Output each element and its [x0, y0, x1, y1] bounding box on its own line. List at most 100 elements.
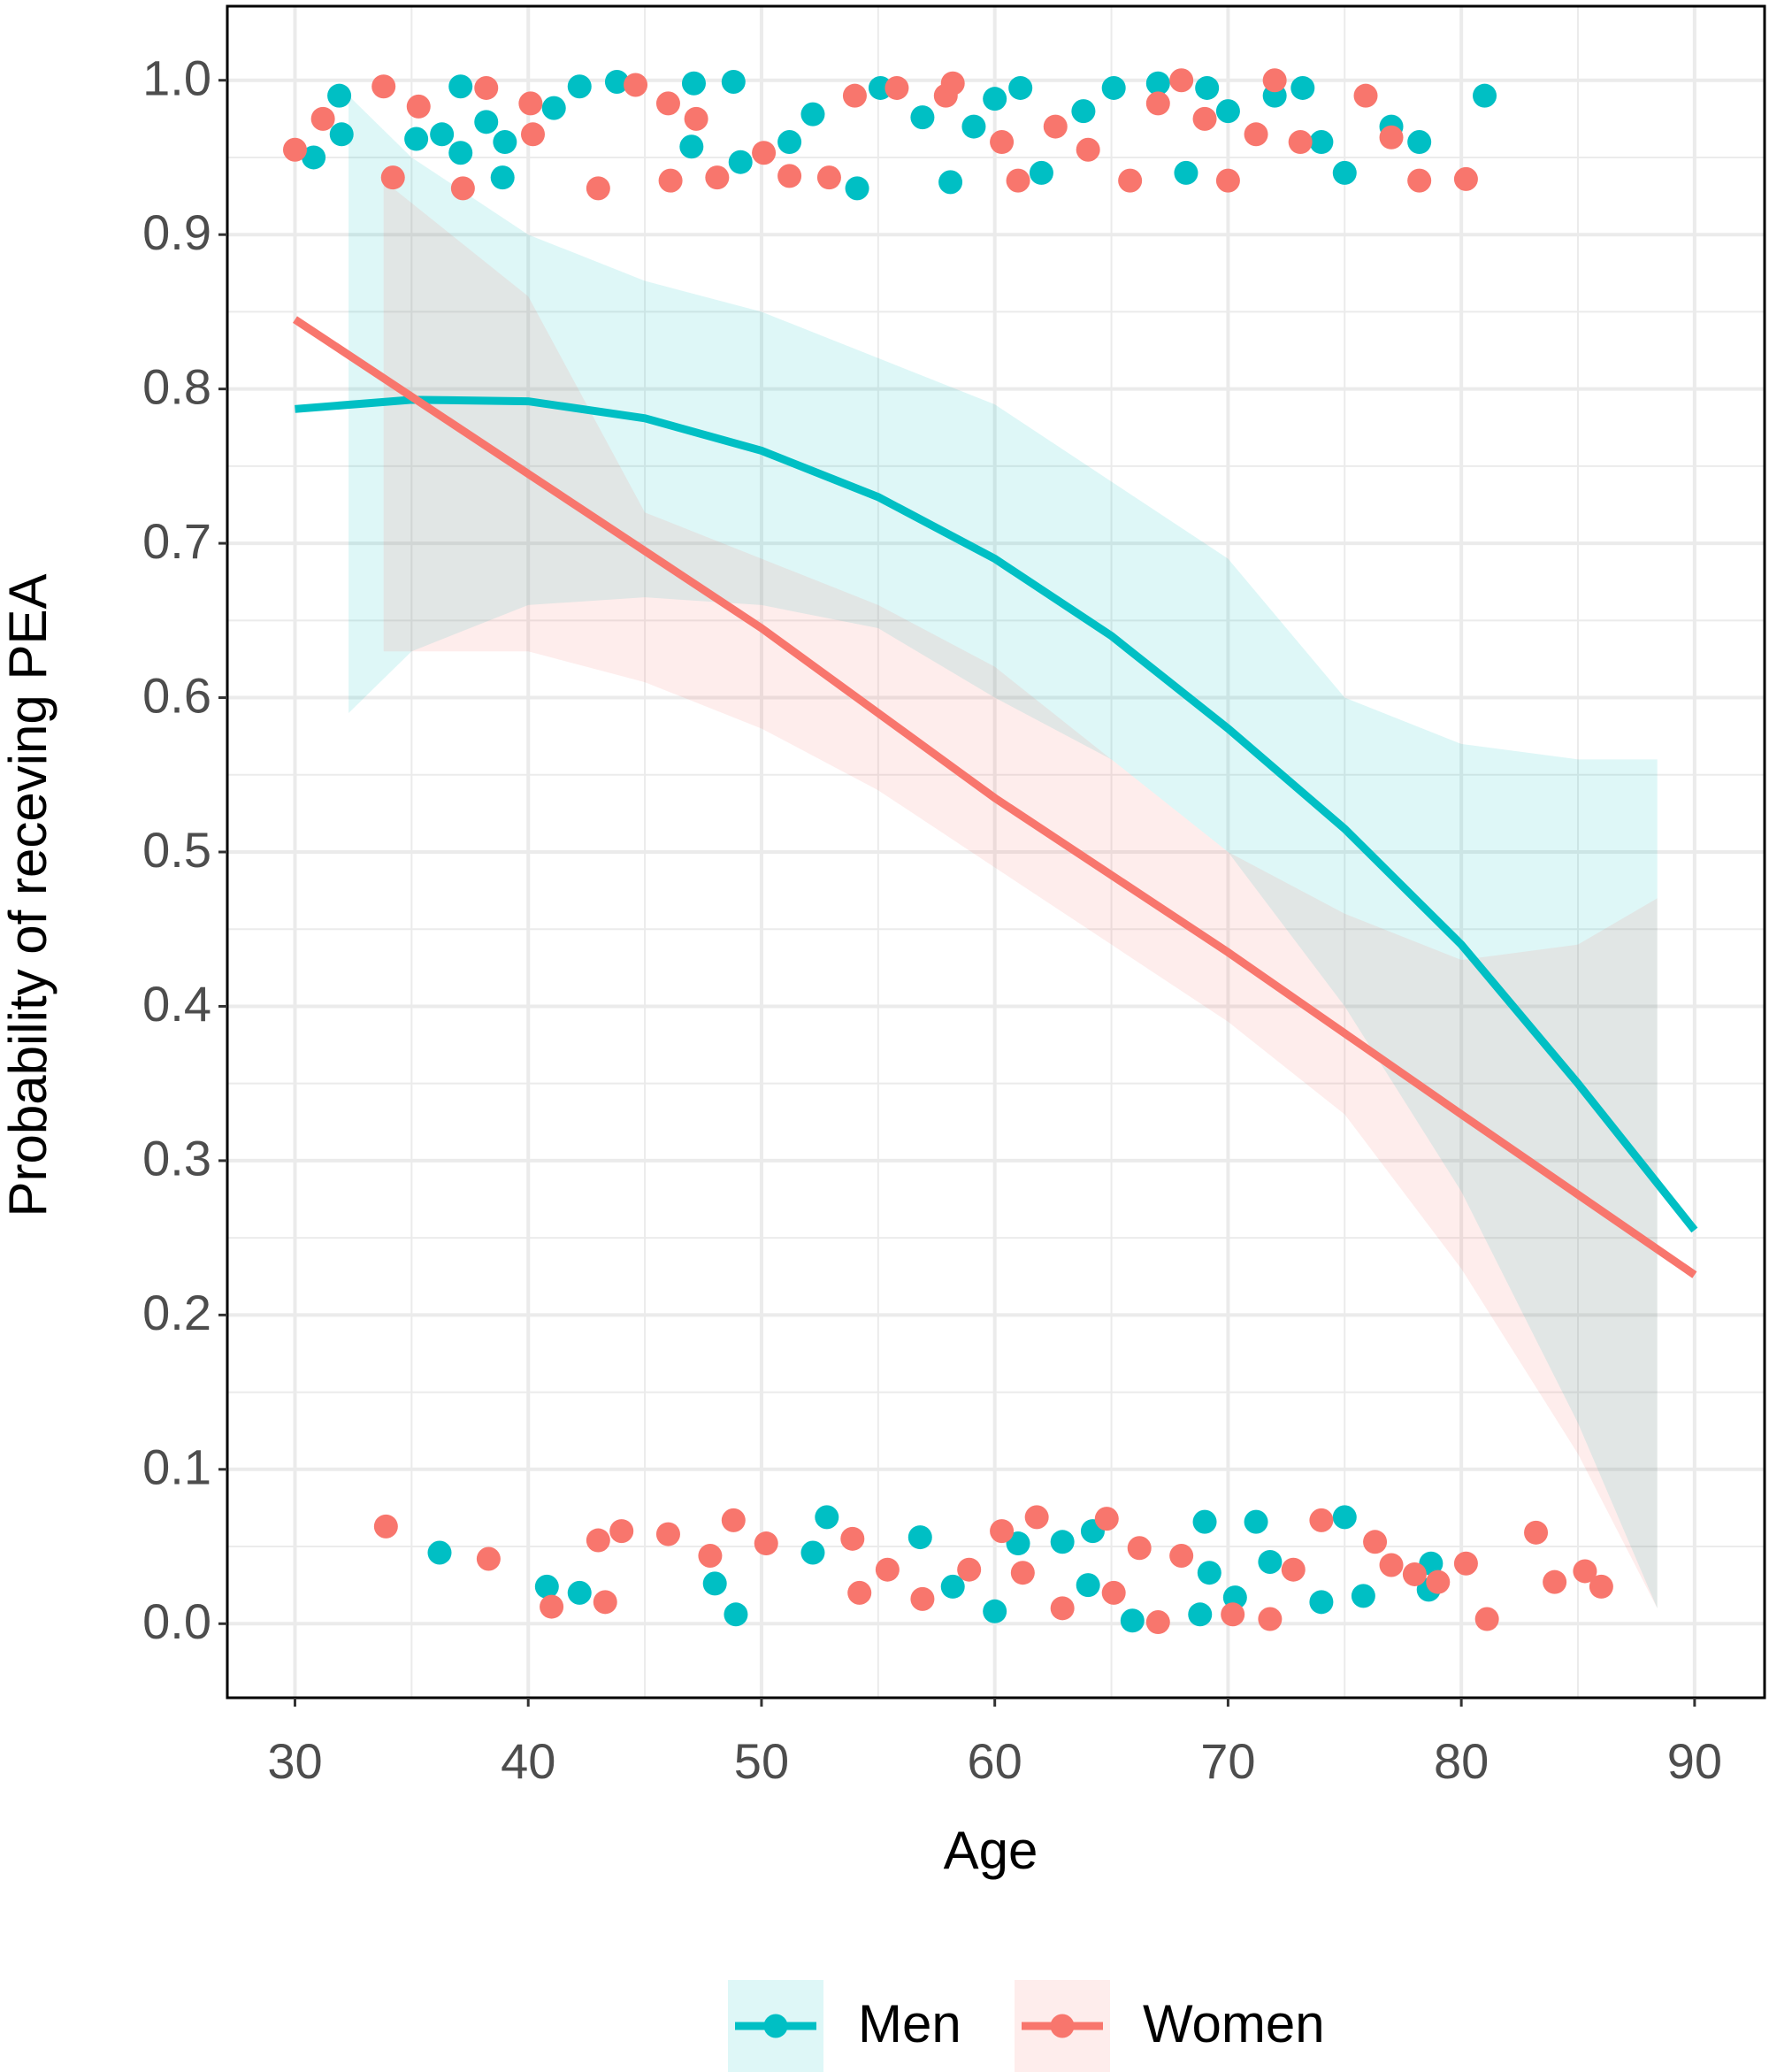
- point: [842, 83, 867, 108]
- point: [684, 106, 708, 131]
- point: [1120, 1608, 1145, 1633]
- point: [1351, 1584, 1375, 1608]
- point: [493, 130, 517, 155]
- point: [983, 1599, 1007, 1623]
- point: [1589, 1574, 1613, 1599]
- point: [1332, 1505, 1357, 1530]
- point: [430, 122, 455, 147]
- point: [1008, 75, 1033, 100]
- x-tick-label: 60: [968, 1733, 1022, 1789]
- point: [406, 94, 431, 119]
- point: [721, 69, 746, 94]
- fit-line: [293, 316, 1697, 1278]
- y-tick-label: 0.8: [142, 358, 211, 414]
- point: [490, 165, 515, 190]
- point: [868, 75, 892, 100]
- points: [282, 68, 1613, 1635]
- point: [990, 130, 1015, 155]
- point: [1281, 1557, 1306, 1582]
- point: [1145, 71, 1170, 96]
- point: [448, 74, 473, 99]
- point: [940, 1574, 965, 1599]
- point: [1426, 1569, 1451, 1594]
- point: [961, 114, 986, 139]
- x-tick-label: 80: [1434, 1733, 1489, 1789]
- point: [840, 1526, 865, 1551]
- point: [1188, 1602, 1213, 1627]
- point: [1262, 68, 1287, 93]
- point: [777, 130, 802, 155]
- legend-label: Women: [1143, 1994, 1325, 2053]
- point: [1453, 166, 1478, 191]
- point: [474, 75, 499, 100]
- point: [1363, 1530, 1388, 1554]
- point: [1244, 122, 1268, 147]
- fits: [293, 316, 1698, 1278]
- point: [1244, 1509, 1268, 1534]
- point: [541, 96, 566, 120]
- point: [728, 150, 753, 174]
- point: [1453, 1551, 1478, 1576]
- point: [1101, 75, 1126, 100]
- point: [655, 91, 680, 116]
- point: [567, 74, 592, 99]
- point: [404, 127, 429, 151]
- point: [845, 176, 869, 201]
- y-tick-label: 0.6: [142, 667, 211, 723]
- legend-key-point: [1050, 2014, 1075, 2038]
- point: [800, 102, 825, 127]
- point: [371, 74, 396, 99]
- point: [702, 1571, 727, 1596]
- y-tick-label: 0.1: [142, 1439, 211, 1495]
- point: [534, 1574, 559, 1599]
- x-tick-label: 40: [501, 1733, 555, 1789]
- point: [1169, 1544, 1194, 1569]
- point: [1407, 130, 1432, 155]
- point: [1309, 130, 1334, 155]
- point: [380, 165, 405, 190]
- point: [474, 110, 499, 134]
- confidence-band: [383, 180, 1658, 1608]
- point: [1050, 1596, 1075, 1621]
- point: [910, 105, 935, 130]
- point: [1145, 91, 1170, 116]
- point: [1076, 1573, 1100, 1598]
- point: [655, 1522, 680, 1546]
- point: [1309, 1508, 1334, 1532]
- confidence-band: [348, 96, 1658, 1608]
- y-tick-label: 0.5: [142, 822, 211, 878]
- point: [1215, 99, 1240, 124]
- point: [1076, 137, 1100, 162]
- point: [586, 176, 610, 201]
- point: [754, 1531, 778, 1556]
- point: [604, 69, 629, 94]
- point: [1288, 130, 1313, 155]
- point: [1309, 1590, 1334, 1615]
- point: [1024, 1505, 1049, 1530]
- point: [1010, 1561, 1035, 1585]
- point: [540, 1594, 564, 1619]
- point: [1524, 1520, 1549, 1545]
- y-tick-label: 0.9: [142, 204, 211, 260]
- point: [1573, 1559, 1597, 1584]
- point: [1290, 75, 1315, 100]
- point: [1543, 1569, 1567, 1594]
- y-tick-label: 0.7: [142, 513, 211, 569]
- point: [1192, 1509, 1217, 1534]
- point: [721, 1508, 746, 1532]
- point: [609, 1519, 634, 1544]
- point: [705, 165, 730, 190]
- point: [1071, 99, 1096, 124]
- point: [1379, 125, 1404, 150]
- x-tick-label: 30: [267, 1733, 322, 1789]
- point: [1473, 83, 1497, 108]
- point: [1118, 168, 1143, 193]
- point: [681, 71, 706, 96]
- point: [427, 1540, 452, 1565]
- point: [884, 75, 909, 100]
- point: [1474, 1607, 1499, 1631]
- point: [1379, 1553, 1404, 1577]
- point: [698, 1544, 723, 1569]
- point: [327, 83, 352, 108]
